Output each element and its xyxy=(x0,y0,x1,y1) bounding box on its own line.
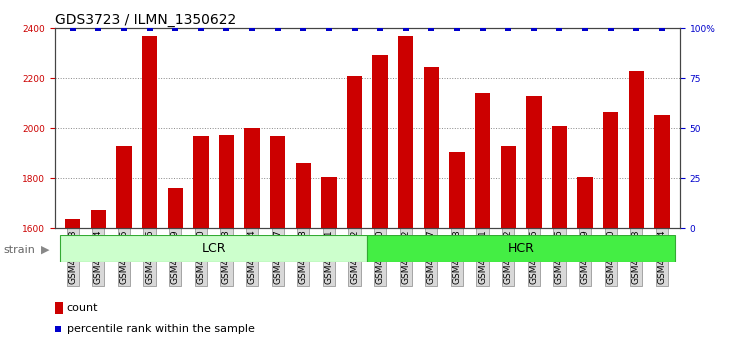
Bar xyxy=(373,55,388,228)
Bar xyxy=(475,93,491,228)
Point xyxy=(425,25,437,31)
Bar xyxy=(219,135,234,228)
Bar xyxy=(526,96,542,228)
Text: ▶: ▶ xyxy=(41,245,50,255)
Bar xyxy=(398,36,414,228)
Bar xyxy=(142,36,157,228)
Bar xyxy=(654,115,670,228)
Bar xyxy=(450,152,465,228)
Point xyxy=(553,25,565,31)
Point xyxy=(656,25,667,31)
Text: LCR: LCR xyxy=(201,242,226,255)
Point xyxy=(93,25,105,31)
Text: GDS3723 / ILMN_1350622: GDS3723 / ILMN_1350622 xyxy=(55,13,236,27)
Point xyxy=(579,25,591,31)
Text: percentile rank within the sample: percentile rank within the sample xyxy=(67,324,254,334)
Bar xyxy=(65,219,80,228)
Point xyxy=(53,326,64,332)
Point xyxy=(118,25,130,31)
Text: strain: strain xyxy=(4,245,36,255)
Point xyxy=(605,25,616,31)
Point xyxy=(272,25,284,31)
Point xyxy=(323,25,335,31)
Bar xyxy=(60,235,367,262)
Bar xyxy=(346,76,362,228)
Bar xyxy=(55,302,63,314)
Point xyxy=(630,25,642,31)
Text: HCR: HCR xyxy=(507,242,534,255)
Text: count: count xyxy=(67,303,98,313)
Point xyxy=(298,25,309,31)
Point xyxy=(221,25,232,31)
Bar xyxy=(91,210,106,228)
Bar xyxy=(167,188,183,228)
Point xyxy=(170,25,181,31)
Bar xyxy=(552,126,567,228)
Bar xyxy=(603,112,618,228)
Point xyxy=(502,25,514,31)
Point xyxy=(246,25,258,31)
Point xyxy=(400,25,412,31)
Bar xyxy=(577,177,593,228)
Point xyxy=(528,25,539,31)
Bar xyxy=(367,235,675,262)
Point xyxy=(144,25,156,31)
Bar xyxy=(321,177,336,228)
Bar xyxy=(270,136,285,228)
Point xyxy=(477,25,488,31)
Bar xyxy=(193,136,208,228)
Point xyxy=(195,25,207,31)
Bar xyxy=(295,163,311,228)
Bar xyxy=(424,67,439,228)
Point xyxy=(349,25,360,31)
Point xyxy=(374,25,386,31)
Bar xyxy=(116,146,132,228)
Bar xyxy=(501,146,516,228)
Bar xyxy=(244,128,260,228)
Point xyxy=(67,25,79,31)
Bar xyxy=(629,71,644,228)
Point xyxy=(451,25,463,31)
